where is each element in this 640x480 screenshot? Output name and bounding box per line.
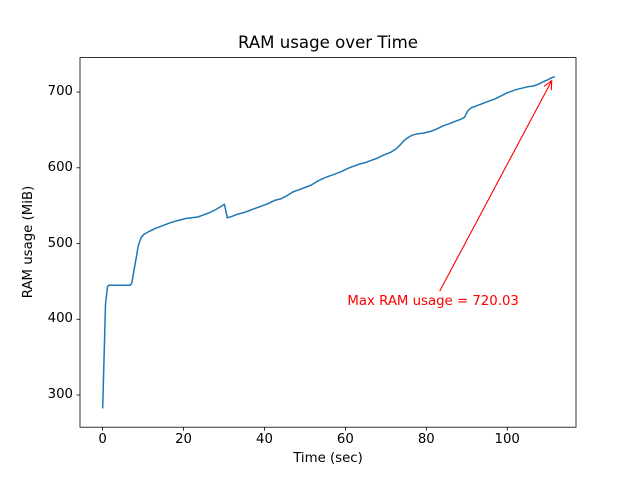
chart-title: RAM usage over Time xyxy=(237,33,419,52)
annotation-arrow-shaft xyxy=(439,80,553,292)
y-tick-label: 700 xyxy=(47,84,73,100)
x-tick-label: 40 xyxy=(256,432,273,447)
y-tick-label: 500 xyxy=(47,235,73,251)
annotation-text: Max RAM usage = 720.03 xyxy=(347,293,519,309)
y-tick-label: 400 xyxy=(47,311,73,327)
y-tick-label: 300 xyxy=(47,387,73,402)
x-tick-label: 80 xyxy=(417,432,435,447)
x-tick-label: 20 xyxy=(175,432,193,447)
plot-border xyxy=(79,57,577,428)
x-axis-label: Time (sec) xyxy=(293,451,363,466)
x-tick-label: 60 xyxy=(336,432,354,447)
annotation-arrow-head xyxy=(543,80,553,87)
x-tick-label: 100 xyxy=(494,432,520,447)
x-tick-label: 0 xyxy=(98,432,107,447)
y-tick-label: 600 xyxy=(47,159,73,175)
ram-usage-line xyxy=(101,76,555,409)
